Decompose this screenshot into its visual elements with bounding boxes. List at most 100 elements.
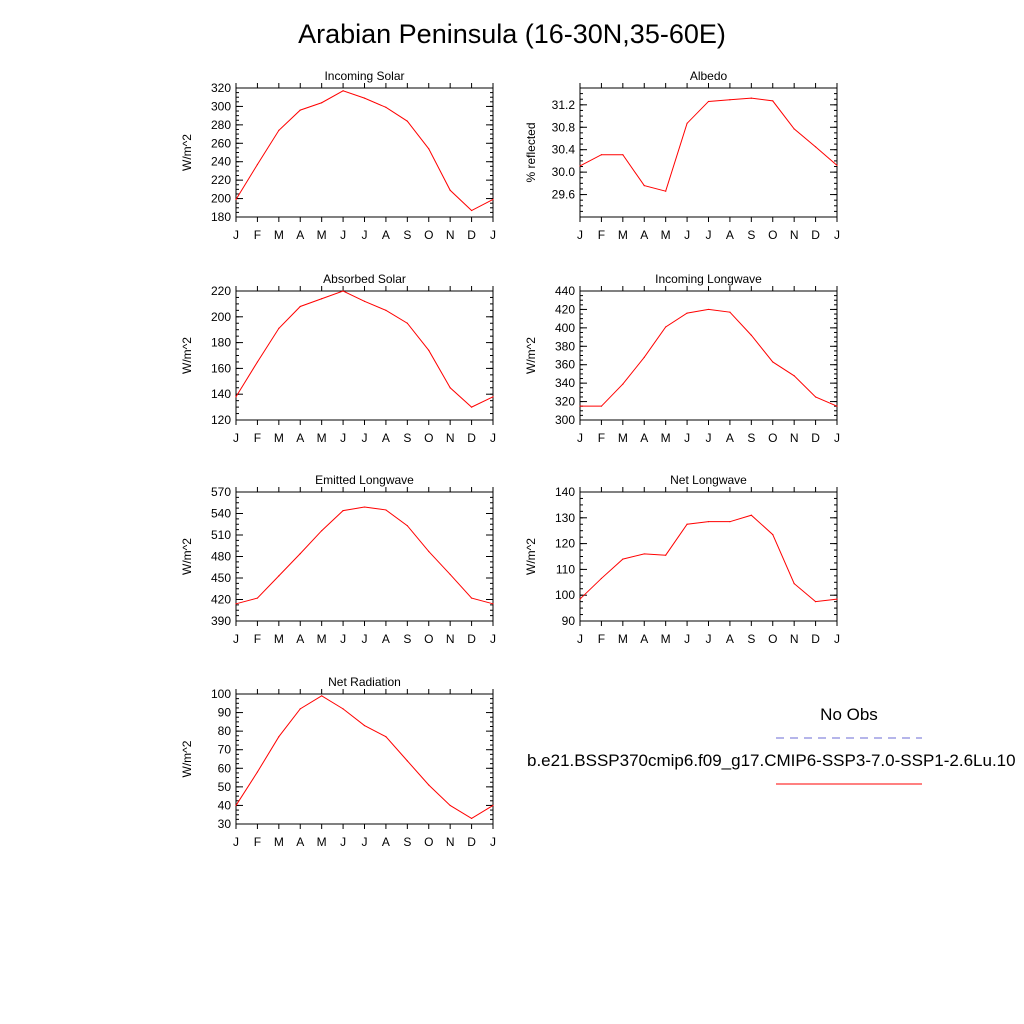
y-tick-label: 140 xyxy=(211,387,231,401)
data-point xyxy=(600,154,603,156)
data-point xyxy=(321,298,323,300)
y-tick-label: 180 xyxy=(211,210,231,224)
data-point xyxy=(363,300,366,302)
chart-title: Incoming Solar xyxy=(324,69,404,83)
x-tick-label: D xyxy=(811,632,820,646)
x-tick-label: J xyxy=(362,431,368,445)
chart-title: Emitted Longwave xyxy=(315,473,414,487)
data-point xyxy=(793,128,795,130)
y-tick-label: 220 xyxy=(211,284,231,298)
x-tick-label: M xyxy=(274,632,284,646)
data-point xyxy=(643,356,645,358)
x-tick-label: A xyxy=(382,431,390,445)
y-tick-label: 30 xyxy=(218,817,232,831)
data-point xyxy=(235,804,237,807)
x-tick-label: N xyxy=(790,431,799,445)
data-point xyxy=(707,521,710,523)
data-point xyxy=(492,396,494,398)
x-tick-label: D xyxy=(467,228,476,242)
x-tick-label: J xyxy=(340,632,346,646)
data-point xyxy=(579,405,581,407)
x-tick-label: O xyxy=(424,228,433,242)
x-tick-label: J xyxy=(233,632,239,646)
x-tick-label: M xyxy=(661,228,671,242)
y-tick-label: 440 xyxy=(555,284,575,298)
data-point xyxy=(579,165,581,167)
x-tick-label: N xyxy=(790,228,799,242)
x-tick-label: J xyxy=(577,632,583,646)
data-point xyxy=(342,510,344,512)
y-tick-label: 60 xyxy=(218,761,232,775)
x-tick-label: J xyxy=(362,228,368,242)
data-point xyxy=(299,708,301,710)
x-tick-label: J xyxy=(706,632,712,646)
x-tick-label: M xyxy=(274,431,284,445)
y-axis-label: W/m^2 xyxy=(180,337,194,374)
data-point xyxy=(449,573,451,576)
data-point xyxy=(600,577,603,580)
x-tick-label: A xyxy=(296,431,304,445)
data-point xyxy=(707,100,710,103)
x-tick-label: J xyxy=(490,632,496,646)
data-point xyxy=(814,396,817,398)
x-tick-label: O xyxy=(768,632,777,646)
x-tick-label: M xyxy=(618,431,628,445)
y-tick-label: 160 xyxy=(211,361,231,375)
data-point xyxy=(665,554,667,556)
x-tick-label: J xyxy=(577,228,583,242)
x-tick-label: J xyxy=(684,228,690,242)
data-point xyxy=(256,163,259,166)
data-point xyxy=(449,189,451,191)
chart-title: Net Longwave xyxy=(670,473,747,487)
y-tick-label: 220 xyxy=(211,173,231,187)
x-tick-label: S xyxy=(403,835,411,849)
data-point xyxy=(707,308,710,311)
x-tick-label: J xyxy=(706,431,712,445)
x-tick-label: A xyxy=(382,835,390,849)
data-point xyxy=(772,361,774,363)
x-tick-label: S xyxy=(747,632,755,646)
x-tick-label: O xyxy=(424,632,433,646)
data-point xyxy=(321,530,323,532)
x-tick-label: J xyxy=(577,431,583,445)
y-tick-label: 380 xyxy=(555,339,575,353)
y-tick-label: 300 xyxy=(555,413,575,427)
y-tick-label: 70 xyxy=(218,743,232,757)
y-tick-label: 390 xyxy=(211,614,231,628)
x-tick-label: S xyxy=(403,632,411,646)
x-tick-label: M xyxy=(661,431,671,445)
data-point xyxy=(385,106,387,108)
data-point xyxy=(235,198,237,201)
data-point xyxy=(342,290,344,292)
data-point xyxy=(772,100,774,102)
data-point xyxy=(793,375,795,377)
x-tick-label: J xyxy=(233,431,239,445)
x-tick-label: A xyxy=(640,431,648,445)
y-axis-label: W/m^2 xyxy=(180,134,194,171)
data-point xyxy=(643,553,645,555)
data-point xyxy=(342,90,344,92)
y-tick-label: 280 xyxy=(211,118,231,132)
x-tick-label: A xyxy=(382,228,390,242)
data-point xyxy=(750,334,752,336)
data-point xyxy=(449,804,451,807)
x-tick-label: D xyxy=(811,431,820,445)
y-tick-label: 140 xyxy=(555,485,575,499)
y-tick-label: 540 xyxy=(211,507,231,521)
data-point xyxy=(729,99,731,101)
x-tick-label: N xyxy=(790,632,799,646)
x-tick-label: A xyxy=(640,632,648,646)
x-tick-label: N xyxy=(446,632,455,646)
chart-panel-4: Emitted Longwave W/m^2 390 420 450 480 510 540 5… xyxy=(180,473,496,646)
x-tick-label: O xyxy=(424,431,433,445)
y-tick-label: 90 xyxy=(562,614,576,628)
y-tick-label: 29.6 xyxy=(552,188,576,202)
data-point xyxy=(299,553,301,555)
x-tick-label: J xyxy=(834,632,840,646)
chart-panel-3: Incoming Longwave W/m^2 300 320 340 360 380 400… xyxy=(524,272,840,445)
chart-title: Albedo xyxy=(690,69,728,83)
